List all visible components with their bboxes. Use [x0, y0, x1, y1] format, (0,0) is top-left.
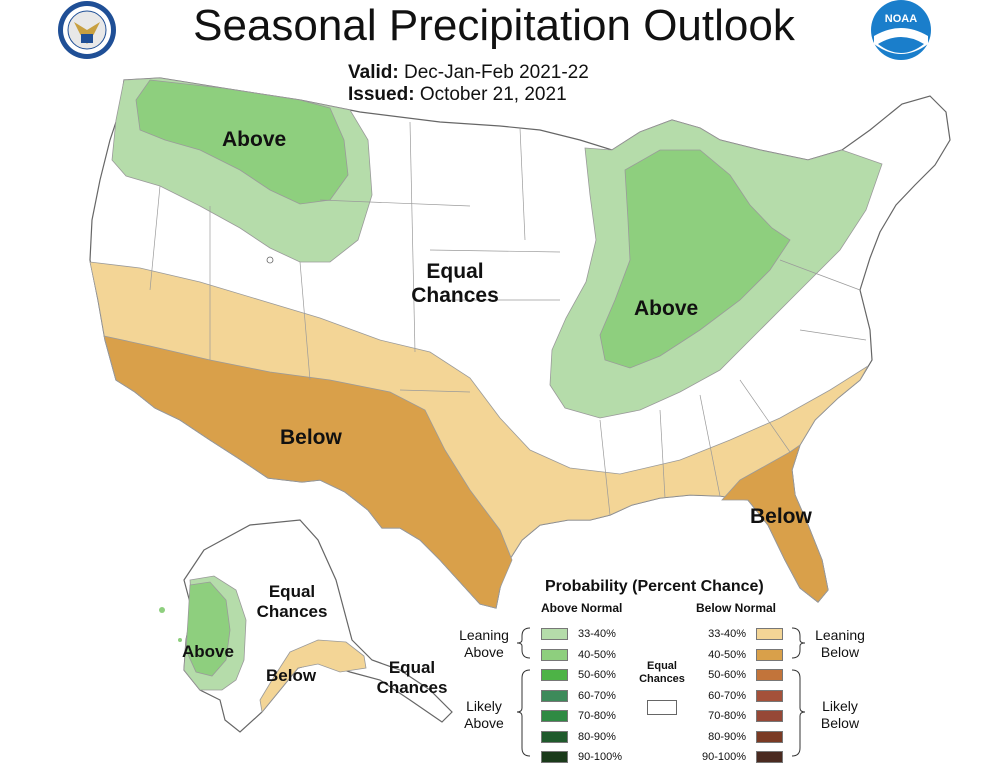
label-northwest: Above	[222, 128, 287, 151]
legend-range-label: 70-80%	[578, 710, 616, 722]
noaa-logo-icon: NOAA	[871, 0, 931, 60]
fl-below-mid	[721, 443, 829, 603]
legend-range-label: 33-40%	[578, 628, 616, 640]
sw-below-mid	[103, 335, 513, 609]
label-center-equal-line1: Equal	[426, 260, 484, 283]
legend-likely-below-line1: Likely	[822, 698, 858, 714]
legend-below-row: 40-50%	[696, 648, 783, 661]
legend-leaning-above: Leaning Above	[452, 627, 516, 661]
legend-range-label: 50-60%	[708, 669, 746, 681]
legend-equal-swatch	[647, 700, 677, 715]
label-center-equal-line2: Chances	[411, 284, 499, 307]
legend-swatch	[756, 648, 783, 661]
legend-equal-chances: Equal Chances	[634, 660, 690, 686]
legend-swatch	[541, 710, 568, 722]
label-southwest: Below	[280, 426, 342, 449]
valid-value: Dec-Jan-Feb 2021-22	[403, 62, 589, 83]
legend-equal-line2: Chances	[639, 673, 685, 685]
legend-range-label: 90-100%	[701, 751, 746, 763]
issued-date: Issued: October 21, 2021	[348, 84, 567, 106]
legend-above-row: 60-70%	[541, 689, 616, 702]
label-alaska-above: Above	[182, 642, 234, 661]
legend-range-label: 60-70%	[708, 689, 746, 702]
legend-equal-line1: Equal	[647, 660, 677, 672]
label-ohio-valley: Above	[634, 297, 699, 320]
label-alaska-sw-equal: Equal Chances	[374, 658, 450, 698]
legend-above-row: 40-50%	[541, 648, 616, 661]
label-alaska-equal-line2: Chances	[256, 602, 328, 621]
map-title: Seasonal Precipitation Outlook	[193, 1, 795, 50]
legend-range-label: 70-80%	[708, 710, 746, 722]
legend-above-row: 90-100%	[541, 751, 622, 763]
legend-range-label: 60-70%	[578, 689, 616, 702]
legend-leaning-above-line2: Above	[464, 644, 504, 660]
label-alaska-equal: Equal Chances	[254, 582, 330, 622]
legend-range-label: 90-100%	[578, 751, 623, 763]
legend-swatch	[541, 628, 568, 640]
label-alaska-sw-equal-line1: Equal	[388, 658, 436, 677]
issued-value: October 21, 2021	[419, 84, 567, 105]
legend-range-label: 40-50%	[708, 648, 746, 661]
legend-above-row: 50-60%	[541, 669, 616, 681]
legend-swatch	[541, 648, 568, 661]
legend-below-row: 70-80%	[696, 710, 783, 722]
commerce-seal-icon	[58, 1, 116, 59]
legend-above-header: Above Normal	[541, 601, 623, 615]
legend-range-label: 33-40%	[708, 628, 746, 640]
legend-leaning-below-line2: Below	[820, 644, 860, 660]
label-center-equal: Equal Chances	[400, 260, 510, 308]
legend-likely-above: Likely Above	[452, 698, 516, 732]
legend-likely-above-line2: Above	[464, 715, 504, 731]
legend-below-header: Below Normal	[696, 601, 777, 615]
legend-likely-below: Likely Below	[808, 698, 872, 732]
issued-label: Issued:	[348, 84, 415, 105]
label-florida: Below	[750, 505, 812, 528]
nw-above-mid	[135, 79, 349, 205]
label-alaska-equal-line1: Equal	[268, 582, 316, 601]
legend-range-label: 50-60%	[578, 669, 616, 681]
legend-swatch	[756, 669, 783, 681]
legend-swatch	[541, 730, 568, 743]
legend-leaning-below-line1: Leaning	[815, 627, 865, 643]
label-alaska-below: Below	[266, 666, 317, 685]
state-lines	[149, 121, 867, 516]
legend-below-row: 33-40%	[696, 628, 783, 640]
legend-above-row: 33-40%	[541, 628, 616, 640]
valid-label: Valid:	[348, 62, 399, 83]
legend-below-row: 60-70%	[696, 689, 783, 702]
legend-range-label: 40-50%	[578, 648, 616, 661]
legend-below-row: 90-100%	[696, 751, 783, 763]
legend-leaning-above-line1: Leaning	[459, 627, 509, 643]
legend-below-row: 50-60%	[696, 669, 783, 681]
legend-swatch	[756, 730, 783, 743]
label-alaska-sw-equal-line2: Chances	[376, 678, 448, 697]
legend-leaning-below: Leaning Below	[808, 627, 872, 661]
legend-range-label: 80-90%	[578, 730, 616, 743]
ov-above-mid	[599, 149, 791, 369]
legend-range-label: 80-90%	[708, 730, 746, 743]
legend-swatch	[541, 669, 568, 681]
legend-likely-below-line2: Below	[820, 715, 860, 731]
legend-above-row: 80-90%	[541, 730, 616, 743]
legend-swatch	[756, 710, 783, 722]
legend-likely-above-line1: Likely	[466, 698, 502, 714]
legend-below-row: 80-90%	[696, 730, 783, 743]
valid-period: Valid: Dec-Jan-Feb 2021-22	[348, 62, 589, 84]
alaska-above-mid	[185, 581, 231, 677]
legend-swatch	[756, 689, 783, 702]
legend-above-row: 70-80%	[541, 710, 616, 722]
noaa-logo-text: NOAA	[885, 13, 917, 25]
alaska-below-leaning	[259, 639, 367, 713]
legend-title: Probability (Percent Chance)	[545, 578, 764, 595]
legend-swatch	[541, 689, 568, 702]
legend-swatch	[756, 628, 783, 640]
